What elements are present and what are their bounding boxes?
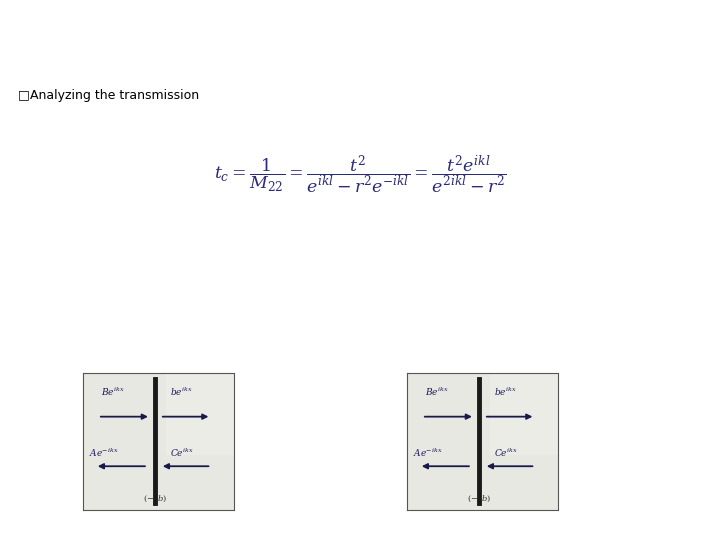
Bar [490, 373, 558, 455]
Text: $Be^{ikx}$: $Be^{ikx}$ [101, 386, 125, 398]
Text: Optical resonators – resonances, finesse, loss rate etc: Optical resonators – resonances, finesse… [9, 22, 590, 42]
Text: $be^{ikx}$: $be^{ikx}$ [495, 386, 518, 398]
Text: $Be^{ikx}$: $Be^{ikx}$ [425, 386, 449, 398]
Text: $Ce^{ikx}$: $Ce^{ikx}$ [495, 446, 518, 458]
Text: $Ae^{-ikx}$: $Ae^{-ikx}$ [89, 446, 118, 458]
Text: $Ce^{ikx}$: $Ce^{ikx}$ [171, 446, 194, 458]
Bar [166, 373, 234, 455]
Text: $(-,b)$: $(-,b)$ [143, 494, 168, 504]
Text: $Ae^{-ikx}$: $Ae^{-ikx}$ [413, 446, 442, 458]
Text: $(-,b)$: $(-,b)$ [467, 494, 492, 504]
Text: Analyzing the transmission: Analyzing the transmission [30, 89, 199, 102]
Text: $t_c = \dfrac{1}{M_{22}} = \dfrac{t^2}{e^{ikl} - r^2 e^{-ikl}} = \dfrac{t^2 e^{i: $t_c = \dfrac{1}{M_{22}} = \dfrac{t^2}{e… [214, 154, 506, 196]
Text: $be^{ikx}$: $be^{ikx}$ [171, 386, 194, 398]
Text: □: □ [18, 89, 30, 102]
